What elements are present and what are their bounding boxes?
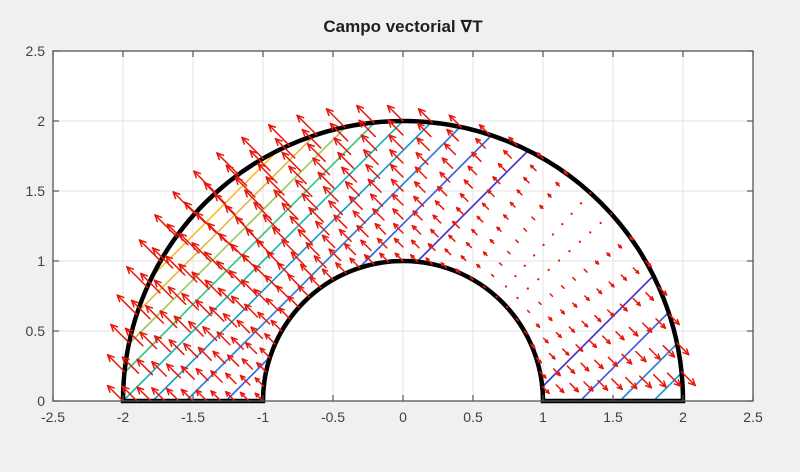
svg-text:0: 0: [399, 409, 407, 425]
svg-text:2.5: 2.5: [743, 409, 763, 425]
svg-text:-2: -2: [117, 409, 130, 425]
svg-text:-2.5: -2.5: [41, 409, 65, 425]
svg-text:0.5: 0.5: [26, 323, 46, 339]
quiver-arrows: [106, 104, 696, 401]
svg-text:1.5: 1.5: [26, 183, 46, 199]
annulus-boundary: [120, 118, 686, 404]
axis-box-and-ticks: [52, 50, 754, 402]
svg-text:-0.5: -0.5: [321, 409, 345, 425]
plot-title: Campo vectorial ∇T: [323, 17, 483, 36]
svg-text:0.5: 0.5: [463, 409, 483, 425]
svg-text:0: 0: [37, 393, 45, 409]
svg-text:-1.5: -1.5: [181, 409, 205, 425]
svg-text:1: 1: [37, 253, 45, 269]
svg-text:2: 2: [37, 113, 45, 129]
svg-text:2.5: 2.5: [26, 43, 46, 59]
svg-text:2: 2: [679, 409, 687, 425]
x-tick-labels: -2.5 -2 -1.5 -1 -0.5 0 0.5 1 1.5 2 2.5: [41, 409, 763, 425]
svg-text:-1: -1: [257, 409, 270, 425]
y-tick-labels: 0 0.5 1 1.5 2 2.5: [26, 43, 46, 409]
svg-text:1: 1: [539, 409, 547, 425]
svg-text:1.5: 1.5: [603, 409, 623, 425]
